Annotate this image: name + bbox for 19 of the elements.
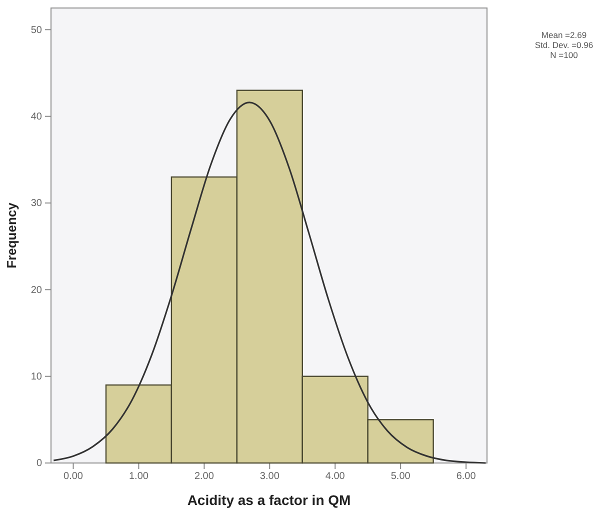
x-axis-title: Acidity as a factor in QM: [187, 492, 351, 508]
y-tick-label: 20: [30, 284, 42, 296]
text: Std. Dev. =0.96: [534, 40, 594, 50]
y-tick-label: 50: [30, 24, 42, 36]
x-tick-label: 6.00: [456, 471, 476, 482]
text: Mean =2.69: [541, 30, 587, 40]
x-tick-label: 0.00: [64, 471, 84, 482]
y-tick-label: 10: [30, 372, 42, 383]
y-tick-label: 0: [36, 458, 42, 470]
x-tick-label: 2.00: [194, 471, 214, 482]
text: N =100: [550, 50, 578, 60]
line-series: [52, 102, 486, 464]
y-tick-label: 40: [30, 112, 42, 123]
y-tick-label: 30: [30, 198, 42, 210]
x-tick-label: 4.00: [325, 471, 346, 482]
x-tick-label: 3.00: [260, 471, 280, 482]
y-axis-title: Frequency: [4, 202, 19, 268]
x-tick-label: 1.00: [128, 471, 149, 482]
x-tick-label: 5.00: [390, 471, 411, 482]
